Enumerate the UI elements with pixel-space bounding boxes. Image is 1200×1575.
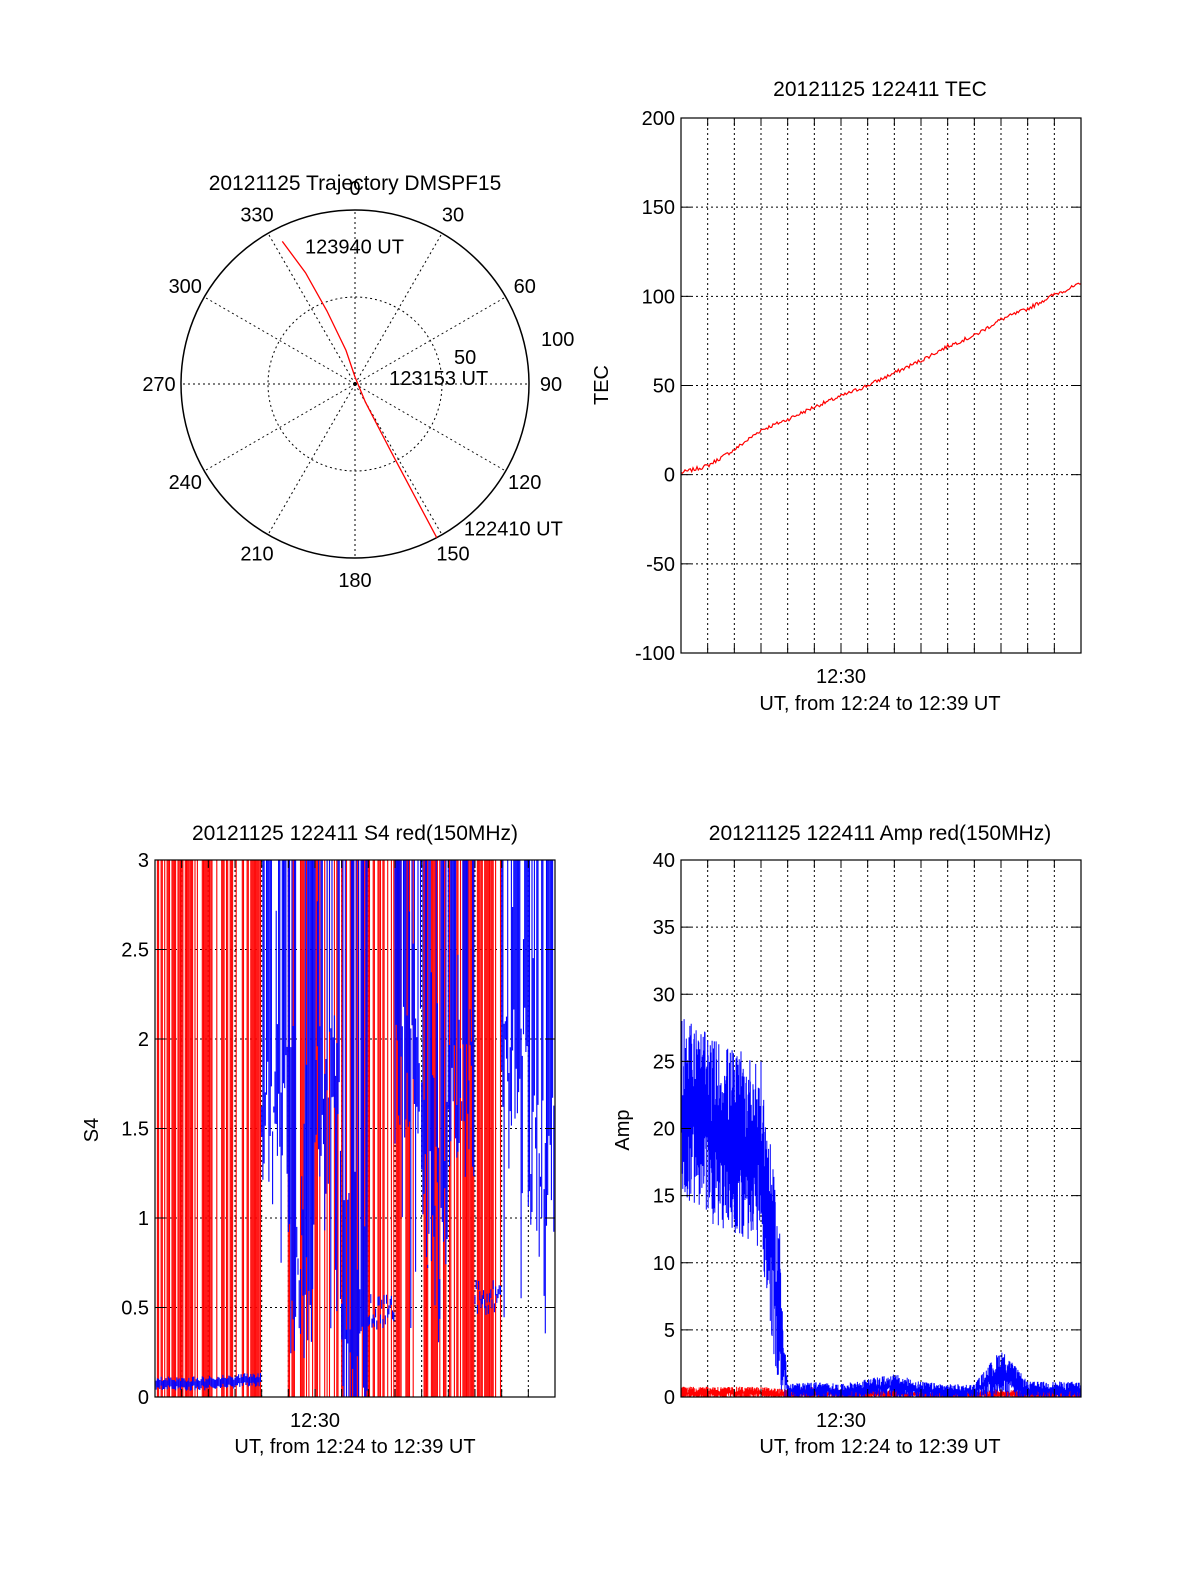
- y-tick-label: 0: [138, 1387, 149, 1409]
- x-tick-label: 12:30: [816, 666, 866, 688]
- polar-grid-spoke: [204, 383, 356, 472]
- y-tick-label: 15: [653, 1186, 675, 1208]
- polar-angle-label: 60: [514, 276, 536, 298]
- polar-angle-label: 180: [338, 570, 371, 592]
- tec-series-line: [681, 282, 1081, 475]
- polar-radius-label: 100: [541, 329, 574, 351]
- y-tick-label: 200: [642, 108, 675, 130]
- polar-grid-spoke: [354, 233, 443, 385]
- y-tick-label: 1: [138, 1208, 149, 1230]
- s4-plot: 20121125 122411 S4 red(150MHz) UT, from …: [81, 822, 556, 1458]
- trajectory-time-label: 123153 UT: [389, 368, 488, 390]
- polar-angle-label: 330: [240, 204, 273, 226]
- polar-outer-circle: [180, 209, 530, 559]
- polar-grid-spoke: [354, 383, 443, 535]
- y-tick-label: 5: [664, 1320, 675, 1342]
- polar-grid-spoke: [354, 296, 506, 385]
- s4-series-trace: [155, 860, 555, 1397]
- y-tick-label: 0: [664, 465, 675, 487]
- polar-radius-label: 50: [454, 347, 476, 369]
- trajectory-line: [281, 241, 438, 538]
- tec-ylabel: TEC: [591, 365, 613, 405]
- trajectory-time-label: 123940 UT: [305, 237, 404, 259]
- polar-title: 20121125 Trajectory DMSPF15: [209, 172, 502, 195]
- amp-ylabel: Amp: [612, 1109, 634, 1150]
- polar-angle-label: 210: [240, 544, 273, 566]
- amp-plot: 20121125 122411 Amp red(150MHz) UT, from…: [612, 822, 1082, 1458]
- polar-angle-label: 240: [169, 472, 202, 494]
- polar-angle-label: 90: [540, 374, 562, 396]
- s4-ylabel: S4: [81, 1118, 103, 1142]
- polar-grid-spoke: [204, 296, 356, 385]
- trajectory-time-label: 122410 UT: [464, 519, 563, 541]
- polar-series: [281, 241, 438, 538]
- y-tick-label: 25: [653, 1051, 675, 1073]
- y-tick-label: 0: [664, 1387, 675, 1409]
- amp-series-trace: [681, 1019, 1081, 1397]
- series-group: [681, 1019, 1081, 1397]
- polar-angle-label: 120: [508, 472, 541, 494]
- polar-trajectory-plot: 20121125 Trajectory DMSPF15 0 30 60 90 120 15…: [142, 172, 574, 592]
- y-tick-label: 10: [653, 1253, 675, 1275]
- y-tick-label: 2: [138, 1029, 149, 1051]
- amp-xlabel: UT, from 12:24 to 12:39 UT: [759, 1436, 1000, 1458]
- y-tick-label: 100: [642, 286, 675, 308]
- tec-plot: 20121125 122411 TEC UT, from 12:24 to 12…: [591, 78, 1082, 715]
- y-tick-label: 50: [653, 376, 675, 398]
- y-tick-label: 35: [653, 917, 675, 939]
- s4-xlabel: UT, from 12:24 to 12:39 UT: [234, 1436, 475, 1458]
- polar-angle-label: 270: [142, 374, 175, 396]
- amp-title: 20121125 122411 Amp red(150MHz): [709, 822, 1051, 845]
- y-tick-label: 3: [138, 850, 149, 872]
- polar-angle-label: 30: [442, 204, 464, 226]
- y-tick-label: 150: [642, 197, 675, 219]
- polar-labels: 0 30 60 90 120 150 180 210 240 270 300 330 50 100 1239…: [142, 178, 574, 592]
- y-tick-label: 2.5: [121, 940, 149, 962]
- y-tick-label: -100: [635, 643, 675, 665]
- polar-grid-spoke: [267, 383, 356, 535]
- series-group: [681, 282, 1081, 475]
- y-tick-label: 20: [653, 1119, 675, 1141]
- polar-angle-label: 150: [436, 544, 469, 566]
- tec-xlabel: UT, from 12:24 to 12:39 UT: [759, 693, 1000, 715]
- polar-grid-spoke: [267, 233, 356, 385]
- y-tick-label: 30: [653, 984, 675, 1006]
- series-group: [155, 860, 555, 1397]
- x-tick-label: 12:30: [290, 1410, 340, 1432]
- polar-grid-spoke: [354, 383, 506, 472]
- y-tick-label: 0.5: [121, 1298, 149, 1320]
- y-tick-label: 40: [653, 850, 675, 872]
- polar-grid: [180, 209, 530, 559]
- x-tick-label: 12:30: [816, 1410, 866, 1432]
- y-tick-label: 1.5: [121, 1119, 149, 1141]
- polar-angle-label: 0: [349, 178, 360, 200]
- tec-title: 20121125 122411 TEC: [773, 78, 987, 101]
- y-tick-label: -50: [646, 554, 675, 576]
- s4-title: 20121125 122411 S4 red(150MHz): [192, 822, 518, 845]
- polar-angle-label: 300: [169, 276, 202, 298]
